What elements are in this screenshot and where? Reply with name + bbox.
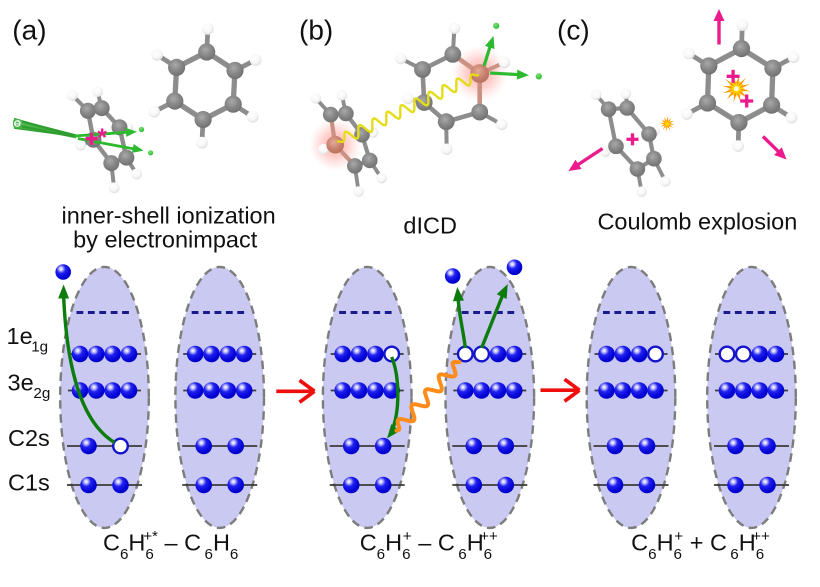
svg-text:6: 6 [120,546,128,563]
svg-text:++: ++ [752,528,770,545]
svg-text:– C: – C [158,530,201,556]
svg-text:(b): (b) [299,14,333,45]
svg-text:C: C [360,530,377,556]
svg-text:Coulomb explosion: Coulomb explosion [597,208,797,234]
svg-text:H: H [657,530,674,556]
svg-text:6: 6 [730,546,738,563]
svg-text:dICD: dICD [403,213,457,239]
svg-text:by electronimpact: by electronimpact [73,226,258,252]
svg-text:6: 6 [377,546,385,563]
svg-text:6: 6 [402,546,410,563]
svg-text:+ C: + C [683,530,727,556]
svg-text:C: C [103,530,120,556]
svg-text:6: 6 [674,546,682,563]
svg-text:1e: 1e [7,323,33,349]
svg-text:3e: 3e [8,370,34,396]
svg-text:6: 6 [756,546,764,563]
svg-text:H: H [128,530,145,556]
svg-text:6: 6 [648,546,656,563]
svg-text:+: + [403,528,412,545]
svg-text:C1s: C1s [8,470,50,496]
svg-text:C2s: C2s [8,425,50,451]
svg-text:6: 6 [205,546,213,563]
svg-text:++: ++ [480,528,498,545]
svg-text:H: H [385,530,402,556]
svg-text:6: 6 [458,546,466,563]
svg-text:– C: – C [412,530,455,556]
svg-text:1g: 1g [31,339,48,356]
svg-text:*: * [97,124,107,152]
svg-text:6: 6 [230,546,238,563]
svg-text:+*: +* [143,528,158,545]
svg-text:H: H [739,530,756,556]
svg-text:C: C [631,530,648,556]
svg-text:6: 6 [484,546,492,563]
svg-text:H: H [467,530,484,556]
svg-text:(a): (a) [12,14,46,45]
svg-text:(c): (c) [557,14,590,45]
svg-text:H: H [213,530,230,556]
svg-text:+: + [674,528,683,545]
svg-text:6: 6 [145,546,153,563]
svg-text:2g: 2g [33,385,50,402]
svg-text:inner-shell ionization: inner-shell ionization [61,202,275,228]
